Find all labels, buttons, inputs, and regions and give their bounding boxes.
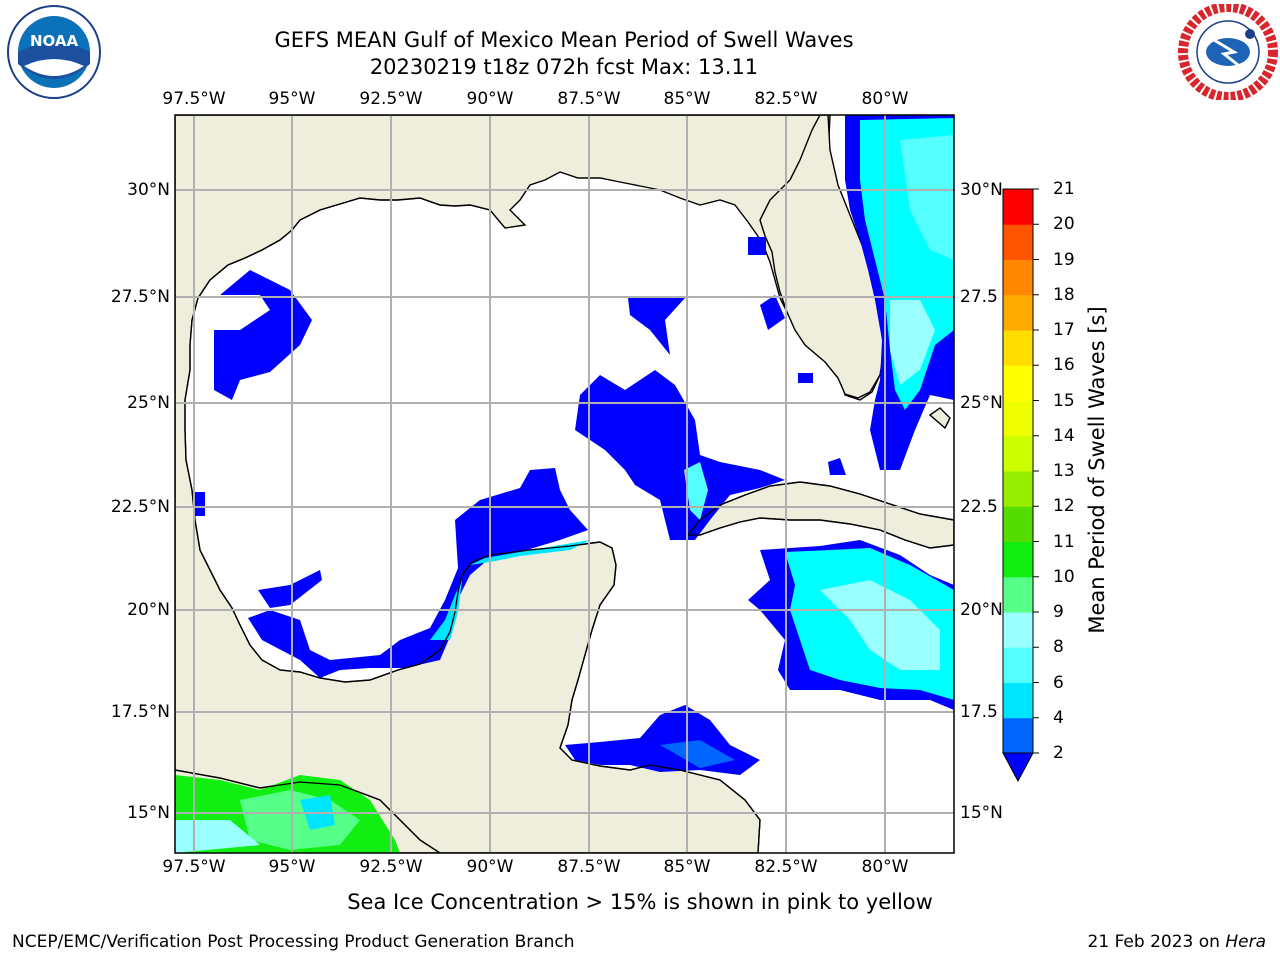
lon-label-bottom: 82.5°W (754, 857, 818, 877)
footer-date-text: 21 Feb 2023 on (1087, 932, 1226, 952)
colorbar-segment (1003, 224, 1033, 260)
lon-label-top: 97.5°W (162, 89, 226, 109)
colorbar-tick-label: 15 (1053, 390, 1075, 411)
footer-credit: NCEP/EMC/Verification Post Processing Pr… (12, 932, 575, 952)
lat-label-left: 25°N (127, 393, 170, 413)
lon-label-top: 87.5°W (557, 89, 621, 109)
swell-field (175, 115, 954, 853)
lat-label-left: 15°N (127, 803, 170, 823)
lat-label-right: 15°N (960, 803, 1003, 823)
lat-label-right: 20°N (960, 600, 1003, 620)
colorbar-segment (1003, 189, 1033, 225)
noaa-logo: NOAA (7, 5, 101, 99)
lon-label-bottom: 90°W (466, 857, 514, 877)
lat-label-left: 20°N (127, 600, 170, 620)
gridlines (175, 115, 954, 853)
colorbar-extend-arrow (1002, 752, 1034, 783)
lat-label-left: 27.5°N (110, 287, 170, 307)
lat-label-left: 22.5°N (110, 497, 170, 517)
colorbar-segment (1003, 541, 1033, 578)
colorbar-segment (1003, 506, 1033, 542)
colorbar-tick-label: 12 (1053, 496, 1075, 517)
colorbar-label: Mean Period of Swell Waves [s] (1085, 306, 1109, 634)
lon-label-bottom: 95°W (268, 857, 316, 877)
lat-label-left: 17.5°N (110, 702, 170, 722)
colorbar (1002, 188, 1039, 783)
lon-label-bottom: 92.5°W (359, 857, 423, 877)
lat-label-right: 17.5 (960, 702, 998, 722)
colorbar-segment (1003, 647, 1033, 683)
noaa-logo-text: NOAA (30, 32, 79, 50)
lon-label-top: 92.5°W (359, 89, 423, 109)
colorbar-segment (1003, 471, 1033, 507)
colorbar-tick-label: 6 (1053, 672, 1064, 693)
lon-label-top: 90°W (466, 89, 514, 109)
lat-label-right: 22.5 (960, 497, 998, 517)
colorbar-tick-label: 14 (1053, 425, 1075, 446)
colorbar-segment (1003, 294, 1033, 331)
colorbar-tick-label: 16 (1053, 355, 1075, 376)
colorbar-tick-label: 19 (1053, 249, 1075, 270)
lon-label-top: 82.5°W (754, 89, 818, 109)
colorbar-segment (1003, 330, 1033, 366)
lon-label-top: 85°W (663, 89, 711, 109)
colorbar-tick-label: 9 (1053, 602, 1064, 622)
colorbar-tick-label: 20 (1053, 214, 1075, 235)
colorbar-tick-label: 2 (1053, 743, 1064, 763)
colorbar-tick-label: 13 (1053, 461, 1075, 481)
colorbar-tick-label: 17 (1053, 320, 1075, 340)
footer-host: Hera (1225, 932, 1266, 952)
colorbar-segment (1003, 400, 1033, 437)
colorbar-segment (1003, 259, 1033, 296)
sea-ice-note: Sea Ice Concentration > 15% is shown in … (347, 890, 933, 914)
colorbar-tick-label: 18 (1053, 284, 1075, 305)
lat-label-left: 30°N (127, 180, 170, 200)
lat-label-right: 30°N (960, 180, 1003, 200)
lat-label-right: 27.5 (960, 287, 998, 307)
lat-label-right: 25°N (960, 393, 1003, 413)
lon-label-bottom: 85°W (663, 857, 711, 877)
lon-label-bottom: 87.5°W (557, 857, 621, 877)
colorbar-segment (1003, 717, 1033, 754)
landmass-bahamas (928, 407, 951, 430)
colorbar-tick-label: 10 (1053, 566, 1075, 587)
colorbar-tick-label: 11 (1053, 531, 1075, 552)
footer-date: 21 Feb 2023 on Hera (1088, 932, 1266, 952)
lon-label-top: 80°W (861, 89, 909, 109)
colorbar-segment (1003, 612, 1033, 648)
colorbar-segment (1003, 365, 1033, 401)
colorbar-tick-label: 4 (1053, 707, 1064, 728)
chart-subtitle: 20230219 t18z 072h fcst Max: 13.11 (369, 55, 759, 79)
lon-label-top: 95°W (268, 89, 316, 109)
colorbar-tick-label: 21 (1053, 179, 1075, 199)
colorbar-segment (1003, 682, 1033, 719)
nws-logo (1178, 4, 1278, 100)
lon-label-bottom: 80°W (861, 857, 909, 877)
colorbar-tick-label: 8 (1053, 637, 1064, 658)
colorbar-segment (1003, 435, 1033, 472)
lon-label-bottom: 97.5°W (162, 857, 226, 877)
colorbar-segment (1003, 576, 1033, 613)
chart-title: GEFS MEAN Gulf of Mexico Mean Period of … (274, 28, 854, 52)
